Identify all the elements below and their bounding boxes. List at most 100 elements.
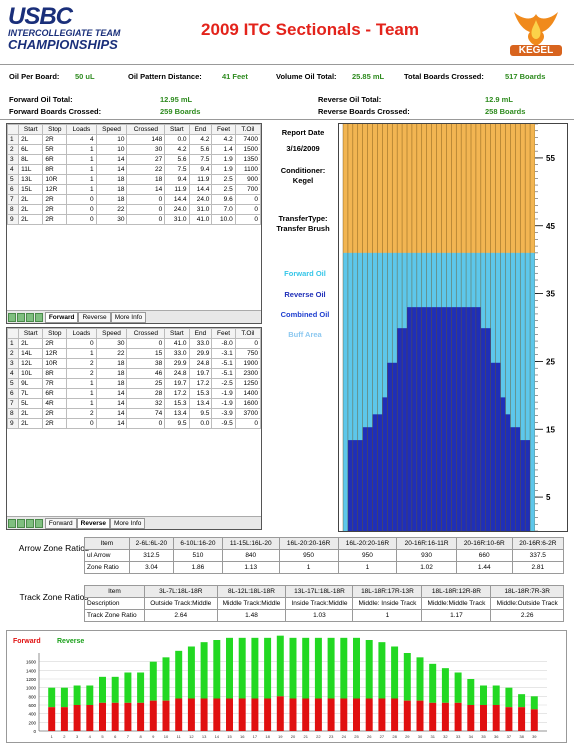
table-cell: 15L <box>18 184 44 195</box>
prev-record-button[interactable] <box>17 313 25 322</box>
table-cell: 1250 <box>234 378 262 389</box>
summary-divider <box>0 119 574 120</box>
column-header: 18L-18R:17R-13R <box>352 585 423 598</box>
usbc-logo-subtitle: INTERCOLLEGIATE TEAM <box>8 28 121 38</box>
table-row[interactable]: 1 2L 2R 4 10 148 0.0 4.2 4.2 7400 <box>6 134 262 145</box>
bar-forward <box>187 698 195 731</box>
table-row[interactable]: 5 13L 10R 1 18 18 9.4 11.9 2.5 900 <box>6 174 262 185</box>
table-row[interactable]: 3 12L 10R 2 18 38 29.9 24.8 -5.1 1900 <box>6 358 262 369</box>
bar-reverse <box>314 637 322 699</box>
table-cell: 22 <box>126 164 166 175</box>
next-record-button[interactable] <box>26 313 34 322</box>
reverse-tab-bar: Forward Reverse More Info <box>7 516 261 529</box>
volume-total-label: Volume Oil Total: <box>276 72 337 81</box>
table-cell: 0 <box>234 214 262 225</box>
prev-record-button[interactable] <box>17 519 25 528</box>
table-cell: 18 <box>95 358 128 369</box>
bar-forward <box>200 698 208 731</box>
x-tick-label: 23 <box>329 734 334 739</box>
tab-forward[interactable]: Forward <box>44 518 77 529</box>
tab-reverse[interactable]: Reverse <box>78 312 111 323</box>
table-cell: 30 <box>95 338 128 349</box>
table-row[interactable]: 4 11L 8R 1 14 22 7.5 9.4 1.9 1100 <box>6 164 262 175</box>
bar-reverse <box>353 637 360 699</box>
table-row[interactable]: 9 2L 2R 0 30 0 31.0 41.0 10.0 0 <box>6 214 262 225</box>
table-row[interactable]: 6 15L 12R 1 18 14 11.9 14.4 2.5 700 <box>6 184 262 195</box>
table-cell: Track Zone Ratio <box>84 609 145 622</box>
table-cell: ul Arrow <box>84 549 130 562</box>
tab-more-info[interactable]: More Info <box>110 312 147 323</box>
reverse-oil-board <box>515 427 521 531</box>
table-cell: 1 <box>66 144 97 155</box>
last-record-button[interactable] <box>35 313 43 322</box>
table-row[interactable]: 9 2L 2R 0 14 0 9.5 0.0 -9.5 0 <box>6 418 262 429</box>
bar-forward <box>213 698 221 731</box>
table-cell: 17.2 <box>164 388 190 399</box>
table-cell: 19.7 <box>188 368 213 379</box>
page-title: 2009 ITC Sectionals - Team <box>201 20 419 39</box>
table-cell: 4R <box>42 398 68 409</box>
x-tick-label: 34 <box>469 734 474 739</box>
table-cell: 15.3 <box>164 398 190 409</box>
next-record-button[interactable] <box>26 519 34 528</box>
reverse-oil-board <box>441 307 447 531</box>
x-tick-label: 9 <box>152 734 155 739</box>
table-row[interactable]: 5 9L 7R 1 18 25 19.7 17.2 -2.5 1250 <box>6 378 262 389</box>
table-row[interactable]: 6 7L 6R 1 14 28 17.2 15.3 -1.9 1400 <box>6 388 262 399</box>
table-cell: 2.5 <box>211 174 236 185</box>
x-tick-label: 20 <box>291 734 296 739</box>
table-row[interactable]: 2 14L 12R 1 22 15 33.0 29.9 -3.1 750 <box>6 348 262 359</box>
table-cell: 24.0 <box>164 204 190 215</box>
tab-more-info[interactable]: More Info <box>109 518 146 529</box>
table-row[interactable]: 3 8L 6R 1 14 27 5.6 7.5 1.9 1350 <box>6 154 262 165</box>
x-tick-label: 29 <box>405 734 410 739</box>
table-cell: 1.44 <box>455 561 513 574</box>
forward-loads-table: Start Stop Loads Speed Crossed Start End Feet T.… <box>6 124 262 225</box>
report-date-value: 3/16/2009 <box>286 144 320 153</box>
table-row[interactable]: 1 2L 2R 0 30 0 41.0 33.0 -8.0 0 <box>6 338 262 349</box>
table-cell: 4.2 <box>211 134 236 145</box>
oil-per-board-value: 50 uL <box>75 72 95 81</box>
table-row[interactable]: 7 2L 2R 0 18 0 14.4 24.0 9.6 0 <box>6 194 262 205</box>
table-cell: 4.2 <box>164 144 190 155</box>
column-header: Speed <box>95 328 128 339</box>
x-tick-label: 6 <box>114 734 117 739</box>
bar-reverse <box>467 679 475 705</box>
column-header: 2-6L:6L-20 <box>128 537 175 550</box>
reverse-oil-board <box>456 307 462 531</box>
table-row[interactable]: 4 10L 8R 2 18 46 24.8 19.7 -5.1 2300 <box>6 368 262 379</box>
bar-forward <box>378 698 386 731</box>
reverse-oil-board <box>461 307 467 531</box>
first-record-button[interactable] <box>8 313 16 322</box>
tab-forward[interactable]: Forward <box>44 312 79 323</box>
tab-reverse[interactable]: Reverse <box>76 518 110 529</box>
table-row[interactable]: 8 2L 2R 0 22 0 24.0 31.0 7.0 0 <box>6 204 262 215</box>
phoenix-icon <box>514 12 558 46</box>
column-header <box>6 328 20 339</box>
x-tick-label: 37 <box>507 734 512 739</box>
forward-oil-board <box>357 252 363 531</box>
table-row[interactable]: 8 2L 2R 2 14 74 13.4 9.5 -3.9 3700 <box>6 408 262 419</box>
last-record-button[interactable] <box>35 519 43 528</box>
x-tick-label: 4 <box>89 734 92 739</box>
table-row[interactable]: 2 6L 5R 1 10 30 4.2 5.6 1.4 1500 <box>6 144 262 155</box>
table-cell: 0 <box>126 418 166 429</box>
table-cell: 148 <box>126 134 166 145</box>
table-cell: 4 <box>66 134 97 145</box>
table-cell: 19.7 <box>164 378 190 389</box>
first-record-button[interactable] <box>8 519 16 528</box>
y-tick-label: 1200 <box>26 677 37 682</box>
x-tick-label: 12 <box>189 734 194 739</box>
bar-forward <box>289 698 297 731</box>
table-cell: 30 <box>126 144 166 155</box>
bar-reverse <box>238 637 246 699</box>
bar-reverse <box>327 637 335 699</box>
table-cell: 2.26 <box>490 609 564 622</box>
distance-label: 45 <box>546 222 555 231</box>
reverse-oil-board <box>480 328 486 531</box>
column-header: 3L-7L:18L-18R <box>143 585 218 598</box>
legend-forward: Forward <box>13 638 41 645</box>
y-tick-label: 400 <box>28 712 36 717</box>
bar-forward <box>162 700 170 731</box>
table-row[interactable]: 7 5L 4R 1 14 32 15.3 13.4 -1.9 1600 <box>6 398 262 409</box>
